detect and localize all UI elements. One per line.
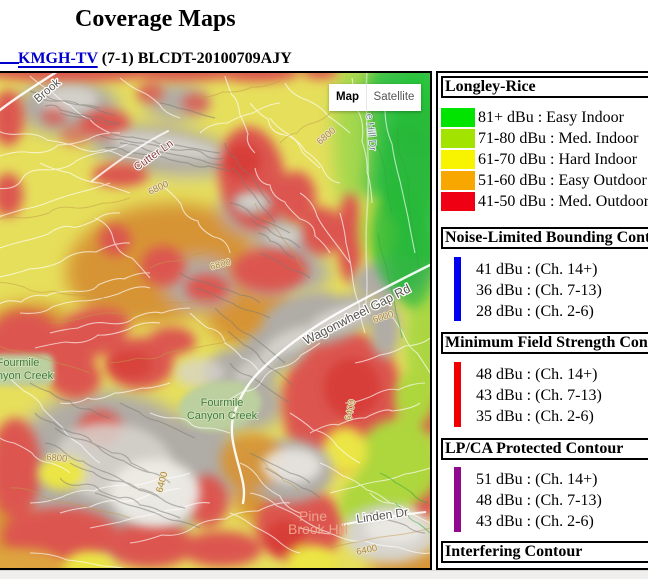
svg-text:Pine: Pine — [299, 508, 327, 524]
svg-text:Canyon Creek: Canyon Creek — [187, 410, 258, 422]
svg-text:6400: 6400 — [343, 399, 358, 422]
svg-text:6800: 6800 — [46, 452, 68, 465]
svg-text:Fourmile: Fourmile — [201, 397, 244, 409]
svg-text:6400: 6400 — [355, 543, 378, 558]
svg-text:e Hill Dr: e Hill Dr — [363, 113, 379, 152]
svg-text:Brook Hill: Brook Hill — [288, 521, 348, 537]
svg-text:Canyon Creek: Canyon Creek — [0, 370, 54, 382]
svg-text:Fourmile: Fourmile — [0, 357, 39, 369]
